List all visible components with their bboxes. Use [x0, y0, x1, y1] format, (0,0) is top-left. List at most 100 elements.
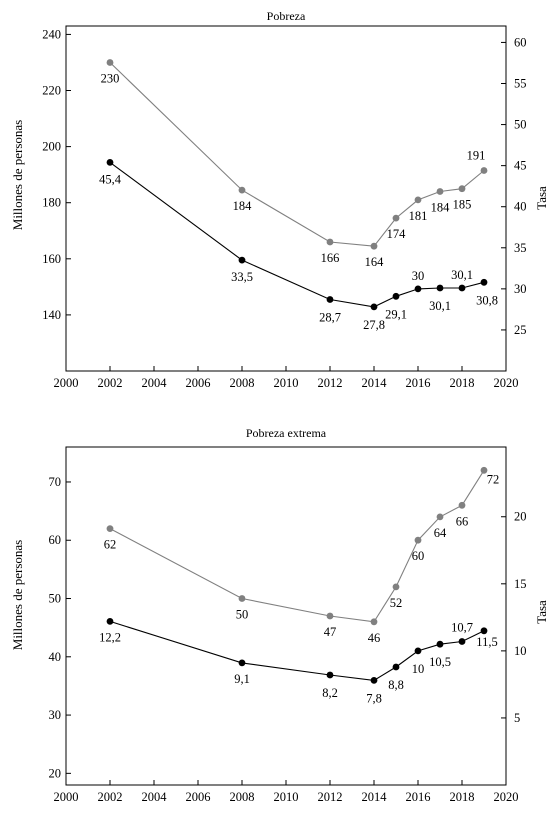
- data-label: 10,7: [451, 621, 473, 635]
- data-point: [392, 214, 400, 222]
- x-tick-label: 2006: [186, 790, 211, 804]
- data-point: [480, 278, 488, 286]
- data-point: [238, 659, 246, 667]
- x-tick-label: 2000: [54, 376, 79, 390]
- data-point: [414, 196, 422, 204]
- y-tick-label: 30: [49, 708, 62, 722]
- y-tick-label: 240: [42, 27, 61, 41]
- x-tick-label: 2008: [230, 790, 255, 804]
- x-tick-label: 2004: [142, 790, 168, 804]
- data-label: 9,1: [234, 672, 250, 686]
- x-tick-label: 2020: [494, 376, 519, 390]
- data-point: [480, 167, 488, 174]
- y-axis-title: Millones de personas: [10, 120, 25, 230]
- data-point: [370, 303, 378, 311]
- data-point: [106, 618, 114, 625]
- data-label: 46: [368, 631, 381, 645]
- data-label: 10: [412, 662, 425, 676]
- data-point: [370, 618, 378, 626]
- data-point: [392, 292, 400, 300]
- data-point: [326, 238, 334, 246]
- chart-title: Pobreza: [267, 9, 306, 23]
- data-point: [414, 536, 422, 544]
- data-label: 184: [431, 201, 451, 215]
- data-point: [436, 284, 444, 292]
- data-point: [238, 595, 246, 602]
- data-label: 164: [365, 255, 385, 269]
- data-label: 174: [387, 227, 407, 241]
- data-label: 7,8: [366, 691, 382, 705]
- y2-tick-label: 60: [514, 35, 527, 49]
- data-label: 62: [104, 538, 117, 552]
- x-tick-label: 2000: [54, 790, 79, 804]
- data-label: 29,1: [385, 307, 407, 321]
- chart-panel-1: Pobreza 2000 2002 2004 2006 2008 2010 2012 2014 2…: [10, 9, 549, 390]
- y2-axis-title: Tasa: [534, 186, 549, 210]
- data-point: [326, 612, 334, 620]
- data-point: [238, 186, 246, 194]
- data-label: 191: [467, 149, 486, 163]
- y-tick-label: 200: [42, 140, 61, 154]
- x-tick-label: 2012: [318, 376, 343, 390]
- data-label: 64: [434, 526, 447, 540]
- y-tick-label: 20: [49, 766, 62, 780]
- y2-tick-label: 40: [514, 200, 527, 214]
- x-tick-label: 2002: [98, 376, 123, 390]
- plot-frame: [65, 446, 507, 786]
- x-tick-label: 2014: [362, 790, 388, 804]
- data-label: 47: [324, 625, 337, 639]
- x-tick-label: 2008: [230, 376, 255, 390]
- y-tick-label: 180: [42, 196, 61, 210]
- y2-tick-label: 15: [514, 577, 527, 591]
- x-tick-label: 2010: [274, 790, 299, 804]
- data-point: [392, 583, 400, 591]
- x-tick-label: 2004: [142, 376, 168, 390]
- data-label: 30: [412, 269, 425, 283]
- x-tick-label: 2018: [450, 376, 475, 390]
- data-point: [458, 638, 466, 645]
- y-tick-label: 140: [42, 308, 61, 322]
- y-tick-label: 160: [42, 252, 61, 266]
- data-label: 11,5: [476, 635, 497, 649]
- data-label: 33,5: [231, 270, 253, 284]
- y-tick-label: 220: [42, 84, 61, 98]
- data-label: 66: [456, 514, 469, 528]
- y2-tick-label: 5: [514, 711, 520, 725]
- plot-frame: [65, 25, 507, 372]
- data-label: 50: [236, 608, 249, 622]
- data-point: [370, 242, 378, 250]
- y-axis-title: Millones de personas: [10, 540, 25, 650]
- y-tick-label: 50: [49, 592, 62, 606]
- data-point: [458, 501, 466, 509]
- data-label: 10,5: [429, 655, 451, 669]
- data-point: [436, 188, 444, 195]
- data-point: [436, 513, 444, 521]
- y2-tick-label: 10: [514, 644, 527, 658]
- y2-tick-label: 50: [514, 118, 527, 132]
- data-label: 166: [321, 251, 340, 265]
- data-label: 12,2: [99, 630, 121, 644]
- y-tick-label: 60: [49, 533, 62, 547]
- data-label: 27,8: [363, 318, 385, 332]
- data-point: [480, 466, 488, 474]
- x-tick-label: 2014: [362, 376, 388, 390]
- series-line-1: [109, 62, 485, 247]
- y2-tick-label: 55: [514, 77, 527, 91]
- x-tick-label: 2018: [450, 790, 475, 804]
- data-point: [480, 627, 488, 635]
- y-tick-label: 70: [49, 475, 62, 489]
- data-point: [326, 671, 334, 679]
- data-point: [458, 185, 466, 193]
- data-label: 230: [101, 72, 120, 86]
- x-tick-label: 2012: [318, 790, 343, 804]
- y2-tick-label: 25: [514, 323, 527, 337]
- data-label: 45,4: [99, 172, 122, 186]
- data-point: [436, 640, 444, 648]
- data-point: [106, 525, 114, 532]
- data-label: 30,1: [451, 268, 473, 282]
- x-tick-label: 2016: [406, 790, 431, 804]
- series-line-1: [109, 470, 485, 623]
- data-label: 8,8: [388, 678, 404, 692]
- data-point: [392, 663, 400, 671]
